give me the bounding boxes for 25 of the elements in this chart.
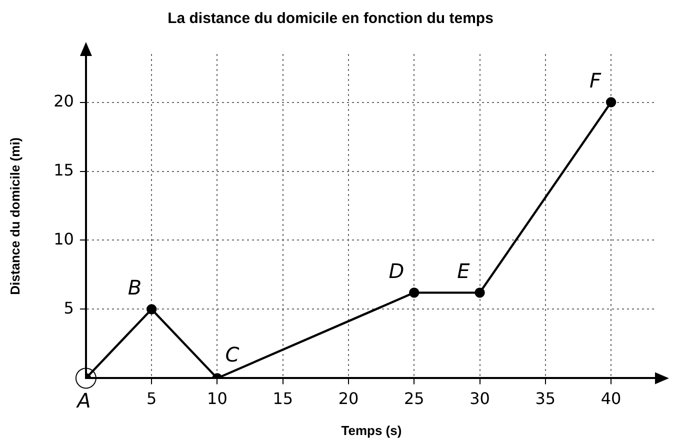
- y-tick-label: 20: [54, 91, 74, 110]
- annotation: C: [225, 342, 240, 366]
- point: [474, 288, 485, 298]
- y-tick-label: 5: [64, 298, 74, 318]
- y-tick-label: 10: [54, 229, 74, 248]
- x-tick-label: 30: [470, 388, 490, 408]
- x-tick-label: 10: [207, 388, 228, 408]
- annotation: F: [590, 68, 602, 92]
- annotation: E: [457, 258, 470, 283]
- annotation: D: [388, 258, 404, 283]
- y-tick-label: 15: [54, 160, 74, 180]
- y-axis-title: Distance du domicile (mi): [7, 137, 22, 295]
- x-tick-label: 15: [272, 388, 294, 408]
- point: [409, 288, 420, 298]
- annotation: B: [128, 275, 142, 300]
- x-tick-label: 35: [535, 388, 556, 408]
- chart-title: La distance du domicile en fonction du temps: [168, 10, 494, 28]
- x-tick-label: 40: [600, 388, 622, 408]
- x-tick-label: 5: [146, 388, 157, 408]
- x-tick-label: 20: [338, 388, 359, 408]
- annotation: A: [75, 388, 91, 412]
- point: [146, 304, 157, 314]
- x-axis-title: Temps (s): [341, 422, 402, 438]
- x-tick-label: 25: [404, 388, 424, 408]
- point: [606, 97, 616, 108]
